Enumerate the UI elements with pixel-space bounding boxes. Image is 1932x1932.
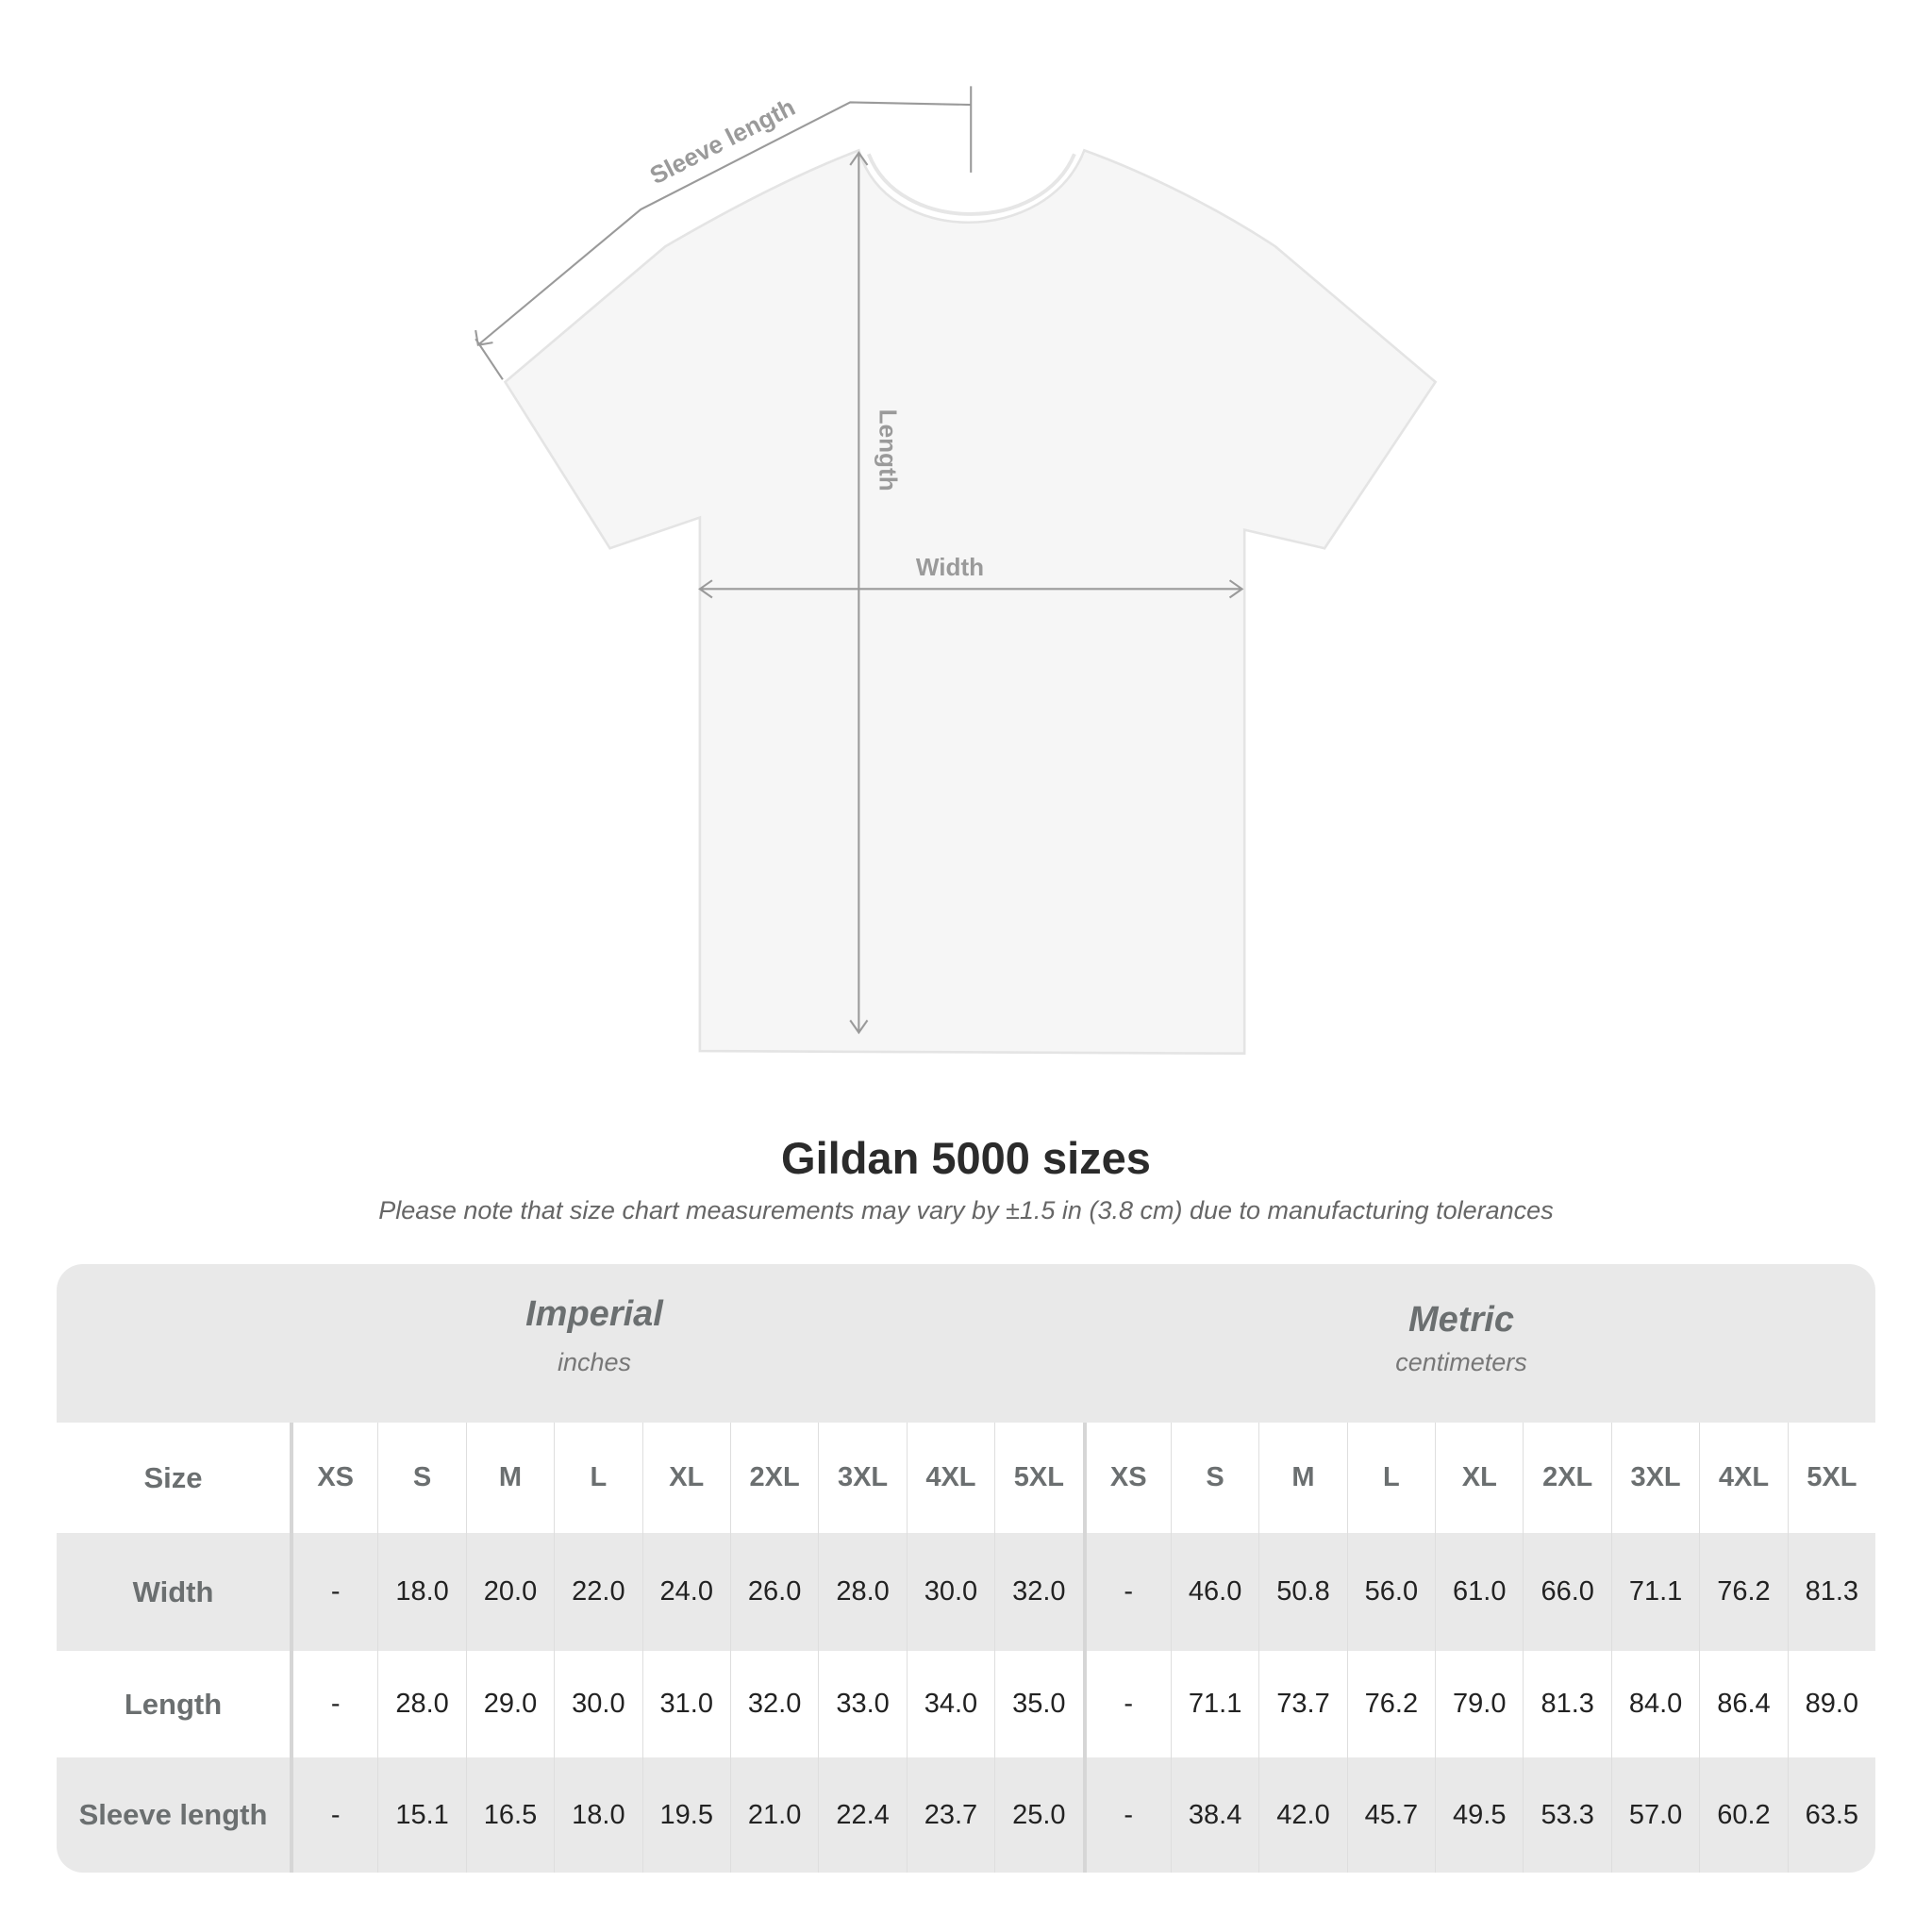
metric-unit: centimeters [1395,1348,1527,1376]
imperial-value-cell: 19.5 [641,1757,730,1873]
metric-size-2xl: 2XL [1523,1423,1610,1533]
width-arrow [698,579,1244,599]
metric-size-4xl: 4XL [1699,1423,1787,1533]
metric-value-cell: 50.8 [1258,1533,1346,1651]
metric-value-cell: 79.0 [1435,1651,1523,1757]
width-label: Width [916,553,984,581]
tshirt-shape [503,148,1438,1056]
imperial-value-cell: 25.0 [994,1757,1082,1873]
metric-value-cell: 60.2 [1699,1757,1787,1873]
metric-size-s: S [1170,1423,1258,1533]
metric-value-cell: 84.0 [1610,1651,1699,1757]
imperial-title: Imperial [525,1294,663,1334]
metric-size-xl: XL [1435,1423,1523,1533]
imperial-value-cell: 29.0 [465,1651,554,1757]
metric-value-cell: 71.1 [1610,1533,1699,1651]
imperial-value-cell: 32.0 [729,1651,818,1757]
imperial-value-cell: 24.0 [641,1533,730,1651]
metric-value-cell: 45.7 [1346,1757,1435,1873]
table-row-length: Length -28.0 29.0 30.0 31.0 32.0 33.0 34.0 35.0-… [57,1651,1875,1757]
metric-value-cell: 81.3 [1787,1533,1875,1651]
metric-value-cell: 81.3 [1523,1651,1610,1757]
row-label: Length [124,1687,223,1721]
imperial-value-cell: 28.0 [377,1651,465,1757]
metric-value-cell: 76.2 [1346,1651,1435,1757]
metric-value-cell: 46.0 [1170,1533,1258,1651]
metric-size-3xl: 3XL [1610,1423,1699,1533]
imperial-value-cell: - [290,1533,377,1651]
metric-value-cell: 73.7 [1258,1651,1346,1757]
imperial-value-cell: - [290,1757,377,1873]
size-header-row: Size XS S M L XL 2XL 3XL 4XL 5XL XS S M L XL 2XL 3XL 4XL 5… [57,1423,1875,1533]
size-table: Imperial inches Metric centimeters Size X… [57,1264,1875,1873]
metric-value-cell: 76.2 [1699,1533,1787,1651]
imperial-value-cell: 20.0 [465,1533,554,1651]
imperial-size-2xl: 2XL [729,1423,818,1533]
row-label: Sleeve length [78,1798,268,1831]
length-label: Length [874,409,903,491]
table-row-width: Width -18.0 20.0 22.0 24.0 26.0 28.0 30.0 32.0-4… [57,1533,1875,1651]
metric-value-cell: 66.0 [1523,1533,1610,1651]
metric-value-cell: 86.4 [1699,1651,1787,1757]
imperial-value-cell: 15.1 [377,1757,465,1873]
imperial-value-cell: 16.5 [465,1757,554,1873]
metric-value-cell: 42.0 [1258,1757,1346,1873]
metric-value-cell: 57.0 [1610,1757,1699,1873]
metric-value-cell: - [1082,1651,1171,1757]
metric-value-cell: 53.3 [1523,1757,1610,1873]
collar-seam [866,153,1076,216]
table-row-sleeve-length: Sleeve length -15.1 16.5 18.0 19.5 21.0 22.4 23… [57,1757,1875,1873]
tshirt-measurement-diagram: Length Width Sleeve length [475,86,1438,1056]
imperial-value-cell: 21.0 [729,1757,818,1873]
imperial-value-cell: - [290,1651,377,1757]
imperial-value-cell: 30.0 [554,1651,641,1757]
imperial-value-cell: 26.0 [729,1533,818,1651]
imperial-size-3xl: 3XL [818,1423,906,1533]
size-label: Size [143,1460,203,1494]
imperial-value-cell: 33.0 [818,1651,906,1757]
imperial-value-cell: 18.0 [377,1533,465,1651]
imperial-size-5xl: 5XL [994,1423,1082,1533]
imperial-size-m: M [465,1423,554,1533]
metric-size-l: L [1346,1423,1435,1533]
page-title: Gildan 5000 sizes [781,1133,1151,1183]
imperial-value-cell: 18.0 [554,1757,641,1873]
metric-value-cell: 63.5 [1787,1757,1875,1873]
metric-value-cell: 61.0 [1435,1533,1523,1651]
metric-value-cell: - [1082,1757,1171,1873]
metric-size-m: M [1258,1423,1346,1533]
imperial-value-cell: 28.0 [818,1533,906,1651]
imperial-header: Imperial inches [170,1294,1019,1377]
imperial-value-cell: 35.0 [994,1651,1082,1757]
tolerance-note: Please note that size chart measurements… [378,1196,1554,1224]
metric-size-xs: XS [1082,1423,1171,1533]
imperial-unit: inches [557,1348,632,1376]
sleeve-length-label: Sleeve length [645,92,800,190]
imperial-size-4xl: 4XL [906,1423,994,1533]
imperial-value-cell: 32.0 [994,1533,1082,1651]
imperial-value-cell: 30.0 [906,1533,994,1651]
metric-value-cell: 38.4 [1170,1757,1258,1873]
imperial-value-cell: 22.4 [818,1757,906,1873]
metric-value-cell: 56.0 [1346,1533,1435,1651]
imperial-size-xs: XS [290,1423,377,1533]
metric-value-cell: 89.0 [1787,1651,1875,1757]
metric-value-cell: 49.5 [1435,1757,1523,1873]
metric-value-cell: 71.1 [1170,1651,1258,1757]
imperial-size-l: L [554,1423,641,1533]
sleeve-length-arrow [475,86,973,380]
metric-size-5xl: 5XL [1787,1423,1875,1533]
length-arrow [849,151,869,1035]
imperial-value-cell: 31.0 [641,1651,730,1757]
imperial-value-cell: 23.7 [906,1757,994,1873]
metric-value-cell: - [1082,1533,1171,1651]
row-label: Width [132,1574,214,1608]
metric-title: Metric [1408,1300,1514,1340]
imperial-size-s: S [377,1423,465,1533]
imperial-value-cell: 22.0 [554,1533,641,1651]
metric-header: Metric centimeters [1037,1300,1875,1377]
imperial-size-xl: XL [641,1423,730,1533]
imperial-value-cell: 34.0 [906,1651,994,1757]
